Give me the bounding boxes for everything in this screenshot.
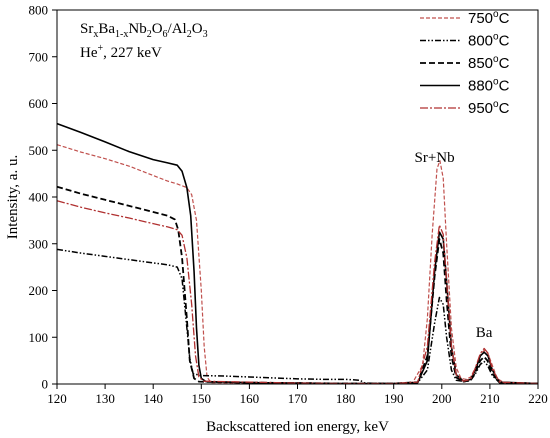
x-tick-label: 120 xyxy=(47,391,67,406)
y-tick-label: 0 xyxy=(42,377,49,392)
y-tick-label: 400 xyxy=(29,190,49,205)
ion-beam-annotation: He+, 227 keV xyxy=(80,43,162,61)
series-line-750 xyxy=(56,144,539,385)
x-tick-label: 180 xyxy=(336,391,356,406)
peak-label-sr-nb: Sr+Nb xyxy=(415,150,455,166)
legend-label: 850oC xyxy=(468,54,510,72)
series-line-880 xyxy=(56,122,539,385)
x-tick-label: 130 xyxy=(95,391,115,406)
legend-label: 880oC xyxy=(468,77,510,95)
legend-label: 800oC xyxy=(468,32,510,50)
y-tick-label: 100 xyxy=(29,330,49,345)
plot-frame xyxy=(56,9,539,385)
legend-label: 950oC xyxy=(468,99,510,117)
legend-item-850: 850oC xyxy=(420,54,510,72)
legend-item-750: 750oC xyxy=(420,9,510,27)
legend: 750oC 800oC 850oC 880oC 950oC xyxy=(420,9,510,117)
y-tick-label: 300 xyxy=(29,236,49,251)
x-tick-label: 150 xyxy=(192,391,212,406)
y-axis: 0 100 200 300 400 500 600 700 800 xyxy=(29,3,57,392)
x-tick-label: 160 xyxy=(240,391,260,406)
sample-annotation: SrxBa1-xNb2O6/Al2O3 xyxy=(80,21,208,40)
peak-label-ba: Ba xyxy=(476,325,493,341)
x-tick-label: 170 xyxy=(288,391,308,406)
y-tick-label: 600 xyxy=(29,96,49,111)
y-tick-label: 500 xyxy=(29,143,49,158)
y-tick-label: 200 xyxy=(29,283,49,298)
x-tick-label: 190 xyxy=(384,391,404,406)
legend-item-880: 880oC xyxy=(420,77,510,95)
x-tick-label: 220 xyxy=(528,391,548,406)
x-axis: 120 130 140 150 160 170 180 190 200 210 220 xyxy=(47,384,548,406)
y-axis-label: Intensity, a. u. xyxy=(5,155,21,239)
legend-item-950: 950oC xyxy=(420,99,510,117)
legend-item-800: 800oC xyxy=(420,32,510,50)
x-tick-label: 200 xyxy=(432,391,452,406)
series-line-850 xyxy=(56,185,539,385)
plot-series xyxy=(56,122,539,385)
x-tick-label: 210 xyxy=(480,391,500,406)
x-axis-label: Backscattered ion energy, keV xyxy=(206,419,389,435)
x-tick-label: 140 xyxy=(143,391,163,406)
y-tick-label: 800 xyxy=(29,3,49,18)
series-line-800 xyxy=(56,248,539,385)
series-line-950 xyxy=(56,200,539,385)
legend-label: 750oC xyxy=(468,9,510,27)
y-tick-label: 700 xyxy=(29,49,49,64)
